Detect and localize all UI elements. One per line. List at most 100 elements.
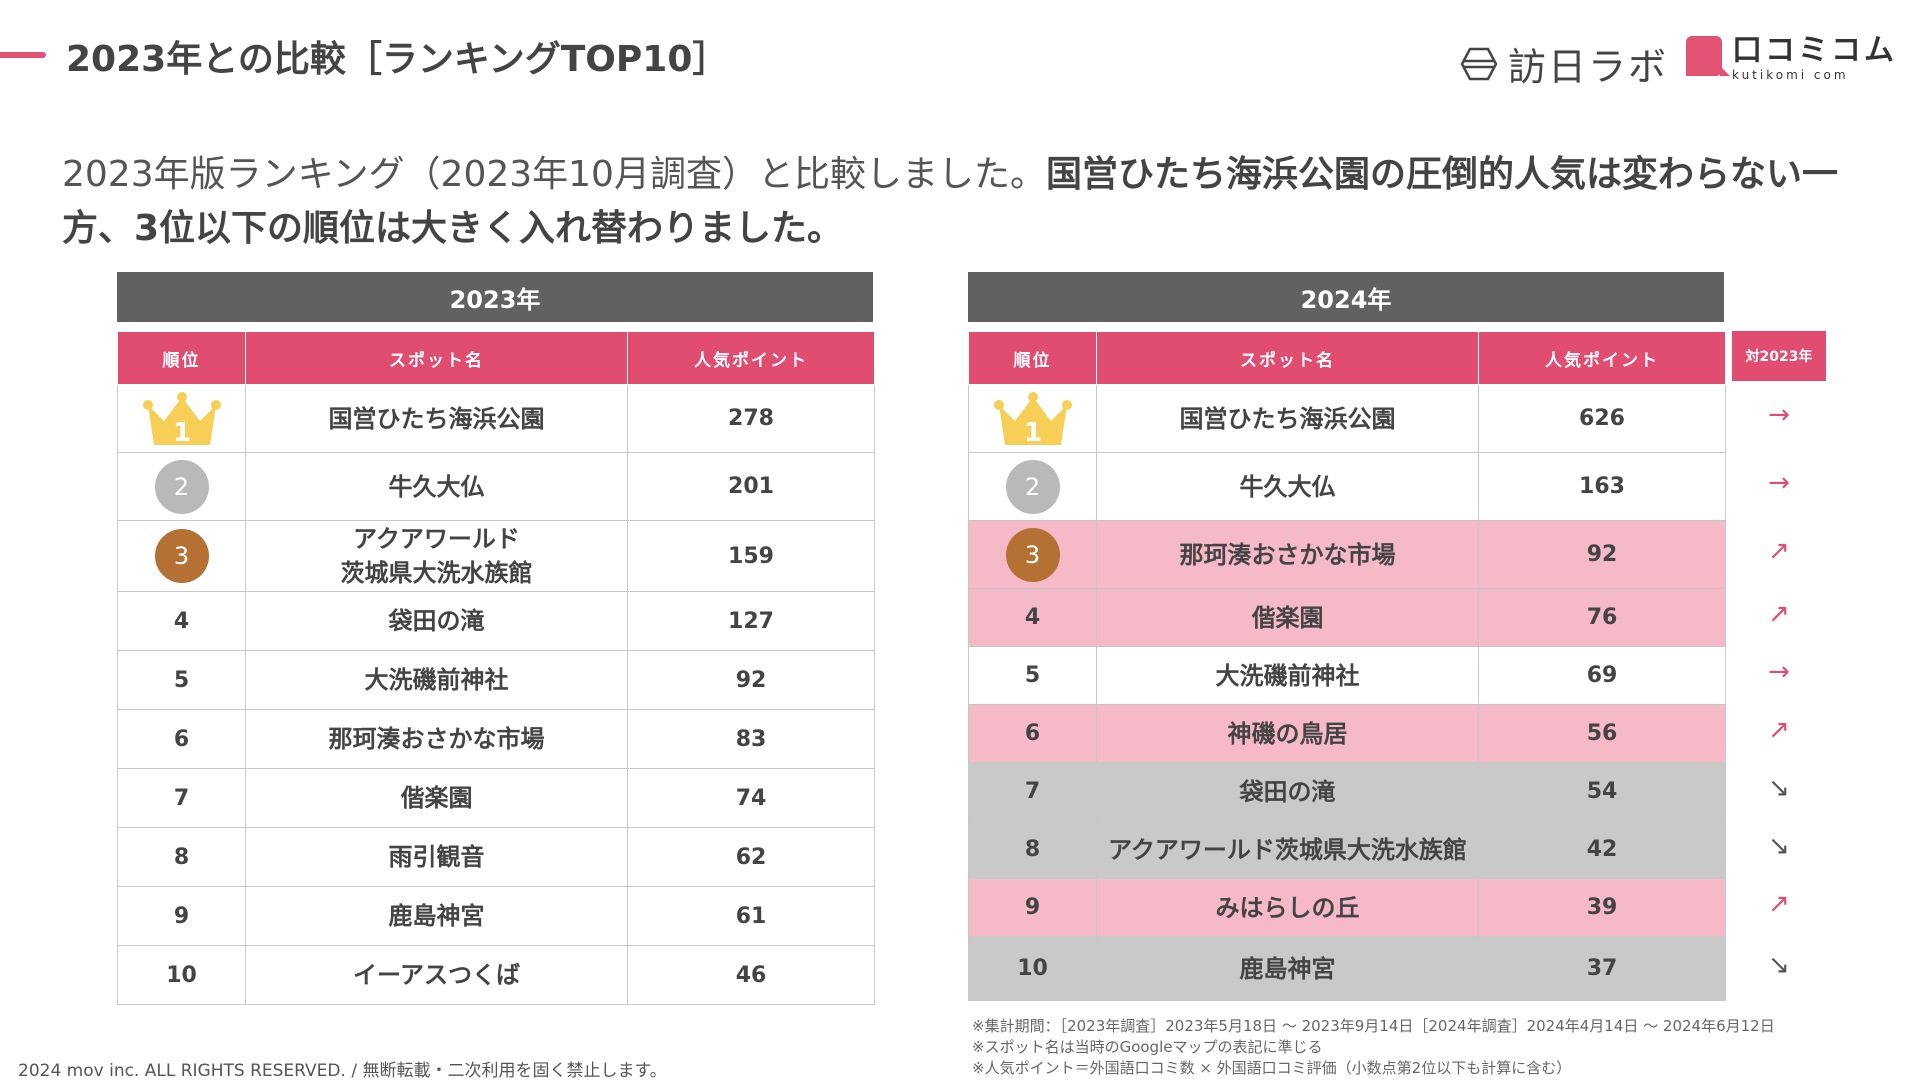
trend-arrow-icon: ↗	[1768, 599, 1790, 629]
gold-crown-icon: 1	[142, 391, 221, 447]
spot-name-cell: 偕楽園	[1096, 588, 1479, 647]
spot-name-cell: 那珂湊おさかな市場	[1096, 520, 1479, 589]
points-cell: 159	[627, 520, 875, 592]
trend-arrow-icon: ↗	[1768, 715, 1790, 745]
kutikomi-com-logo: 口コミコム kutikomi com	[1686, 36, 1897, 82]
points-cell: 83	[627, 709, 875, 769]
spot-name-cell: 袋田の滝	[1096, 762, 1479, 821]
table-row: 1 国営ひたち海浜公園 626	[968, 384, 1726, 453]
footnote-period: ※集計期間：［2023年調査］2023年5月18日 〜 2023年9月14日［2…	[972, 1017, 1775, 1035]
rank-cell: 7	[117, 768, 246, 828]
hounichi-lab-logo: 訪日ラボ	[1460, 36, 1668, 91]
rank-cell: 8	[117, 827, 246, 887]
rank-cell: 10	[117, 945, 246, 1005]
kutikomi-logo-subtext: kutikomi com	[1732, 68, 1849, 82]
rank-cell: 5	[117, 650, 246, 710]
rank-cell: 3	[968, 520, 1097, 589]
footnotes: ※集計期間：［2023年調査］2023年5月18日 〜 2023年9月14日［2…	[972, 1016, 1775, 1079]
spot-name-cell: 牛久大仏	[1096, 452, 1479, 521]
spot-name-cell: アクアワールド茨城県大洗水族館	[1096, 820, 1479, 879]
speech-bubble-icon	[1686, 36, 1730, 76]
table-row: 6 神磯の鳥居 56	[968, 704, 1726, 763]
kutikomi-logo-text: 口コミコム	[1732, 33, 1897, 68]
points-cell: 278	[627, 384, 875, 453]
ranking-table-2023: 順位 スポット名 人気ポイント 1 国営ひたち海浜公園 278 2 牛久大仏 201 3 アク…	[117, 331, 875, 1005]
table-row: 2 牛久大仏 201	[117, 452, 875, 521]
trend-arrow-icon: ↘	[1768, 831, 1790, 861]
bronze-medal-icon: 3	[154, 529, 209, 583]
lead-text-bold: 国営ひたち海浜公園の圧倒的人気は変わらない一方、3位以下の順位は大きく入れ替わり…	[62, 154, 1838, 249]
rank-cell: 3	[117, 520, 246, 592]
trend-arrow-icon: →	[1768, 657, 1790, 687]
spot-name-cell: 雨引観音	[245, 827, 628, 887]
rank-cell: 1	[968, 384, 1097, 453]
rank-cell: 1	[117, 384, 246, 453]
spot-name-cell: 袋田の滝	[245, 591, 628, 651]
rank-cell: 2	[117, 452, 246, 521]
points-cell: 74	[627, 768, 875, 828]
table-row: 1 国営ひたち海浜公園 278	[117, 384, 875, 453]
spot-name-cell: みはらしの丘	[1096, 878, 1479, 937]
hexagon-logo-icon	[1460, 47, 1498, 80]
points-cell: 92	[1478, 520, 1726, 589]
footnote-spot-names: ※スポット名は当時のGoogleマップの表記に準じる	[972, 1038, 1323, 1056]
points-cell: 626	[1478, 384, 1726, 453]
table-row: 10 鹿島神宮 37	[968, 936, 1726, 1001]
bronze-medal-icon: 3	[1005, 527, 1060, 582]
trend-arrow-icon: →	[1768, 400, 1790, 430]
table-row: 9 みはらしの丘 39	[968, 878, 1726, 937]
column-header-trend: 対2023年	[1732, 331, 1826, 381]
rank-cell: 2	[968, 452, 1097, 521]
column-header-spot: スポット名	[1096, 331, 1479, 385]
spot-name-cell: 国営ひたち海浜公園	[245, 384, 628, 453]
points-cell: 127	[627, 591, 875, 651]
trend-arrow-icon: ↘	[1768, 773, 1790, 803]
spot-name-cell: 偕楽園	[245, 768, 628, 828]
rank-cell: 8	[968, 820, 1097, 879]
column-header-rank: 順位	[968, 331, 1097, 385]
trend-arrow-icon: ↗	[1768, 889, 1790, 919]
trend-arrow-icon: ↘	[1768, 950, 1790, 980]
table-2024-year-header: 2024年	[968, 272, 1724, 322]
table-row: 7 偕楽園 74	[117, 768, 875, 828]
points-cell: 54	[1478, 762, 1726, 821]
rank-cell: 9	[117, 886, 246, 946]
spot-name-cell: 牛久大仏	[245, 452, 628, 521]
spot-name-cell: 鹿島神宮	[245, 886, 628, 946]
title-accent-bar	[0, 52, 46, 58]
crown-rank-number: 1	[1023, 418, 1041, 447]
table-row: 3 那珂湊おさかな市場 92	[968, 520, 1726, 589]
spot-name-cell: 国営ひたち海浜公園	[1096, 384, 1479, 453]
points-cell: 42	[1478, 820, 1726, 879]
crown-rank-number: 1	[172, 418, 190, 447]
column-header-points: 人気ポイント	[627, 331, 875, 385]
points-cell: 39	[1478, 878, 1726, 937]
points-cell: 62	[627, 827, 875, 887]
spot-name-cell: アクアワールド 茨城県大洗水族館	[245, 520, 628, 592]
spot-name-cell: 神磯の鳥居	[1096, 704, 1479, 763]
table-2023-year-header: 2023年	[117, 272, 873, 322]
points-cell: 46	[627, 945, 875, 1005]
points-cell: 69	[1478, 646, 1726, 705]
table-row: 10 イーアスつくば 46	[117, 945, 875, 1005]
points-cell: 37	[1478, 936, 1726, 1001]
rank-cell: 4	[117, 591, 246, 651]
spot-name-cell: イーアスつくば	[245, 945, 628, 1005]
rank-cell: 6	[117, 709, 246, 769]
points-cell: 163	[1478, 452, 1726, 521]
table-row: 8 雨引観音 62	[117, 827, 875, 887]
column-header-rank: 順位	[117, 331, 246, 385]
rank-cell: 5	[968, 646, 1097, 705]
rank-cell: 7	[968, 762, 1097, 821]
trend-arrow-icon: ↗	[1768, 536, 1790, 566]
gold-crown-icon: 1	[993, 391, 1072, 447]
hounichi-lab-logo-text: 訪日ラボ	[1508, 45, 1669, 89]
column-header-points: 人気ポイント	[1478, 331, 1726, 385]
lead-text: 2023年版ランキング（2023年10月調査）と比較しました。国営ひたち海浜公園…	[62, 148, 1882, 256]
rank-cell: 9	[968, 878, 1097, 937]
page-title: 2023年との比較［ランキングTOP10］	[66, 39, 729, 80]
silver-medal-icon: 2	[1005, 459, 1060, 514]
rank-cell: 4	[968, 588, 1097, 647]
spot-name-cell: 鹿島神宮	[1096, 936, 1479, 1001]
table-row: 4 袋田の滝 127	[117, 591, 875, 651]
